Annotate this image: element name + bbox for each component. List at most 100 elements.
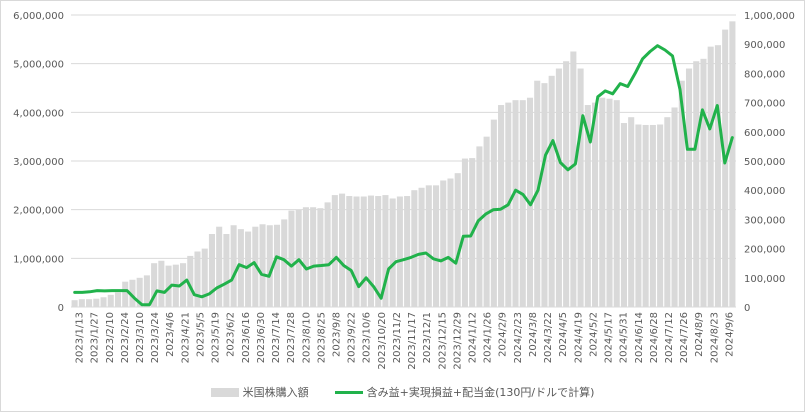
bar [498, 105, 505, 308]
bar [577, 68, 584, 308]
bar [685, 68, 693, 308]
x-tick-label: 2023/10/20 [377, 312, 388, 370]
x-tick-label: 2024/6/14 [634, 312, 645, 363]
x-tick-label: 2024/3/8 [528, 312, 539, 357]
y-right-tick-label: 800,000 [744, 69, 785, 80]
x-tick-label: 2024/5/17 [604, 312, 615, 363]
bar [216, 226, 223, 307]
bar [570, 51, 577, 307]
bar [331, 195, 338, 307]
bar [657, 124, 664, 307]
bar [418, 187, 425, 307]
bar [273, 224, 281, 307]
y-left-tick-label: 5,000,000 [13, 60, 64, 71]
y-right-tick-label: 500,000 [744, 157, 785, 168]
bar [519, 100, 526, 308]
y-right-tick-label: 300,000 [744, 215, 785, 226]
x-tick-label: 2023/12/1 [422, 312, 433, 363]
bar [396, 196, 403, 307]
bar [129, 279, 136, 307]
x-tick-label: 2023/3/24 [150, 312, 161, 363]
x-tick-label: 2023/8/25 [316, 312, 327, 363]
bar [93, 298, 100, 307]
line-series [73, 44, 734, 307]
bar [490, 119, 497, 307]
bar [310, 207, 317, 307]
x-tick-label: 2023/12/29 [452, 312, 463, 370]
x-tick-label: 2023/6/16 [241, 312, 252, 363]
bar [194, 251, 201, 307]
x-tick-label: 2024/7/12 [664, 312, 675, 363]
bar [483, 136, 490, 307]
bar [71, 300, 78, 307]
x-tick-label: 2024/1/12 [468, 312, 479, 363]
y-right-tick-label: 600,000 [744, 128, 785, 139]
bar [158, 260, 165, 307]
bar [649, 124, 656, 307]
x-tick-label: 2023/5/19 [211, 312, 222, 363]
bar [266, 225, 273, 307]
bar [259, 224, 266, 307]
legend-label-line: 含み益+実現損益+配当金(130円/ドルで計算) [366, 386, 595, 399]
bar [223, 234, 230, 307]
bar [411, 190, 418, 307]
y-right-tick-label: 100,000 [744, 274, 785, 285]
bar [143, 275, 150, 307]
bar [678, 80, 685, 307]
bar [302, 207, 309, 307]
bar [461, 158, 468, 307]
legend-item-bars: 米国株購入額 [210, 384, 309, 400]
x-tick-label: 2023/7/14 [271, 312, 282, 363]
x-tick-label: 2024/5/31 [619, 312, 630, 363]
x-tick-label: 2023/12/15 [437, 312, 448, 370]
y-right-tick-label: 900,000 [744, 40, 785, 51]
bar [208, 234, 215, 307]
x-tick-label: 2023/1/27 [90, 312, 101, 363]
x-tick-label: 2024/7/26 [679, 312, 690, 363]
axes: 0 1,000,000 2,000,000 3,000,000 4,000,000 5,0… [13, 11, 795, 370]
y-left-tick-label: 4,000,000 [13, 108, 64, 119]
bar [180, 263, 187, 307]
bar [693, 61, 700, 307]
x-tick-label: 2024/2/23 [513, 312, 524, 363]
bar [584, 105, 591, 308]
x-tick-label: 2024/2/9 [498, 312, 509, 357]
bar [353, 196, 360, 307]
x-tick-label: 2024/9/6 [724, 312, 735, 357]
bar [729, 21, 736, 308]
bar [237, 229, 244, 307]
bar [375, 196, 382, 307]
x-tick-label: 2023/4/6 [165, 312, 176, 357]
x-tick-label: 2023/6/30 [256, 312, 267, 363]
bar [541, 83, 548, 307]
x-tick-label: 2024/3/22 [543, 312, 554, 363]
x-tick-label: 2024/1/26 [483, 312, 494, 363]
bar [86, 299, 93, 307]
bar [288, 210, 295, 307]
bar [447, 178, 454, 307]
gridlines [71, 14, 736, 308]
y-right-tick-label: 0 [744, 303, 750, 314]
x-tick-label: 2023/2/10 [105, 312, 116, 363]
bar [664, 117, 671, 307]
x-tick-label: 2023/2/24 [120, 312, 131, 363]
bar [620, 123, 627, 307]
x-tick-label: 2023/4/21 [180, 312, 191, 363]
bar [317, 208, 324, 307]
x-tick-label: 2023/11/2 [392, 312, 403, 363]
bar [382, 195, 389, 307]
legend-label-bars: 米国株購入額 [242, 386, 309, 399]
bar [114, 292, 122, 307]
y-left-tick-label: 0 [58, 303, 64, 314]
x-tick-label: 2023/11/17 [407, 312, 418, 370]
x-tick-label: 2024/8/9 [694, 312, 705, 357]
x-tick-label: 2023/1/13 [75, 312, 86, 363]
bar [454, 173, 461, 307]
bar [324, 202, 331, 307]
bar [613, 100, 620, 308]
bar [671, 107, 678, 307]
bar [389, 198, 396, 307]
y-left-tick-label: 2,000,000 [13, 206, 64, 217]
x-tick-label: 2024/4/19 [573, 312, 584, 363]
